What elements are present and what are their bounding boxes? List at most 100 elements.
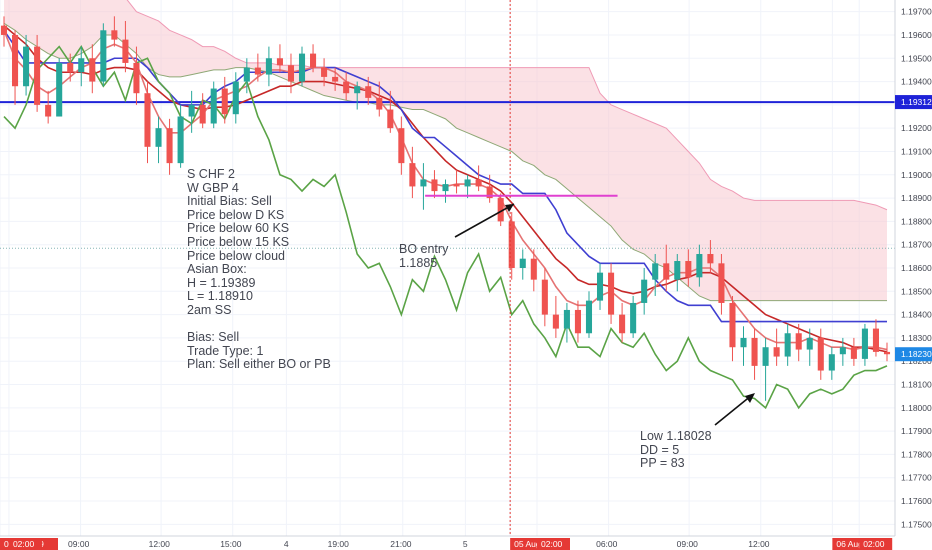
price-tick-label: 1.17900 [901, 426, 932, 436]
price-tick-label: 1.18300 [901, 333, 932, 343]
candle-body [872, 328, 879, 352]
candle-body [861, 328, 868, 359]
time-tag [8, 538, 42, 550]
candle-body [199, 104, 206, 124]
time-tag-label: 02:00 [863, 539, 885, 549]
price-axis-bg [895, 0, 932, 550]
candle-body [850, 347, 857, 359]
time-tag-label: 02:00 [13, 539, 35, 549]
indicator-lines [3, 25, 888, 410]
time-tick-label: 21:00 [390, 539, 412, 549]
candle-body [254, 67, 261, 75]
time-tick-label: 19:00 [328, 539, 350, 549]
candle-body [376, 97, 383, 110]
candle-body [883, 351, 891, 355]
cloud-fill [4, 0, 887, 301]
candle-body [652, 263, 659, 280]
candle-body [243, 67, 250, 82]
candle-body [310, 53, 317, 68]
time-tag [537, 538, 570, 550]
candle-body [464, 179, 471, 187]
price-tick-label: 1.19200 [901, 123, 932, 133]
time-tick-label: 06:00 [596, 539, 618, 549]
candle-body [276, 58, 283, 66]
candle-body [740, 337, 747, 348]
bo-entry-note: BO entry 1.1885 [399, 242, 449, 270]
indicator-line [3, 25, 888, 353]
candle-body [707, 254, 714, 264]
candle-body [78, 58, 85, 73]
candle-body [365, 86, 372, 98]
candle-body [574, 309, 581, 334]
time-tick-label: 09:00 [677, 539, 699, 549]
candle-body [0, 25, 8, 35]
candle-body [508, 221, 515, 268]
candle-body [321, 67, 328, 77]
candle-body [34, 46, 41, 105]
candle-body [265, 58, 272, 75]
candle-body [420, 179, 427, 187]
price-tick-label: 1.18500 [901, 286, 932, 296]
time-tag-label: 02:00 [541, 539, 563, 549]
candle-body [619, 314, 626, 334]
candle-body [608, 272, 615, 315]
candle-body [387, 109, 394, 129]
candle-body [431, 179, 438, 192]
candle-body [839, 347, 846, 355]
candle-body [188, 104, 195, 117]
candle-body [663, 263, 670, 280]
candle-body [398, 128, 405, 164]
price-tick-label: 1.18000 [901, 403, 932, 413]
time-tick-label: 12:00 [748, 539, 770, 549]
senkou-span-a [126, 0, 888, 211]
price-tick-label: 1.17800 [901, 449, 932, 459]
candle-body [817, 337, 824, 371]
candle-body [453, 184, 460, 187]
candle-body [828, 354, 835, 371]
candle-body [221, 88, 228, 115]
candle-body [751, 337, 758, 366]
candle-body [23, 46, 30, 87]
candle-body [89, 58, 96, 82]
time-tick-label: 15:00 [220, 539, 242, 549]
candle-body [630, 302, 637, 334]
indicator-line [3, 45, 888, 410]
time-tick-label: 12:00 [149, 539, 171, 549]
candle-body [287, 65, 295, 82]
candle-body [497, 198, 504, 222]
candle-body [530, 258, 537, 280]
price-axis[interactable]: 1.197001.196001.195001.194001.193001.192… [894, 0, 932, 550]
time-tag-label: 05 Aug '19 [514, 539, 554, 549]
candle-body [144, 93, 151, 147]
trade-notes: S CHF 2 W GBP 4 Initial Bias: Sell Price… [187, 167, 331, 372]
price-tag-label: 1.19312 [901, 97, 932, 107]
candle-body [45, 104, 52, 117]
candle-body [56, 62, 63, 117]
price-tick-label: 1.18800 [901, 216, 932, 226]
time-tick-label: 09:00 [68, 539, 90, 549]
candle-body [685, 261, 692, 278]
candle-body [585, 300, 593, 334]
candle-body [155, 128, 162, 147]
time-axis-bg [0, 536, 932, 550]
candle-body [563, 309, 570, 329]
time-tag-label: 06 Aug '19 [836, 539, 876, 549]
price-tick-label: 1.18600 [901, 263, 932, 273]
time-tag [859, 538, 893, 550]
candle-body [806, 337, 813, 350]
candle-body [133, 62, 140, 94]
candle-body [122, 39, 129, 63]
candle-body [784, 333, 791, 357]
candle-body [596, 272, 604, 301]
candle-body [696, 254, 703, 278]
candle-body [332, 76, 339, 82]
ichimoku-cloud [3, 0, 888, 302]
price-tick-label: 1.18900 [901, 193, 932, 203]
price-tag-label: 1.18230 [901, 349, 932, 359]
time-axis[interactable]: 02 Aug '1902:0009:0012:0015:00419:0021:0… [0, 535, 932, 550]
price-tag [895, 95, 932, 110]
price-tick-label: 1.17500 [901, 519, 932, 529]
candle-body [674, 261, 681, 280]
price-tick-label: 1.18100 [901, 380, 932, 390]
